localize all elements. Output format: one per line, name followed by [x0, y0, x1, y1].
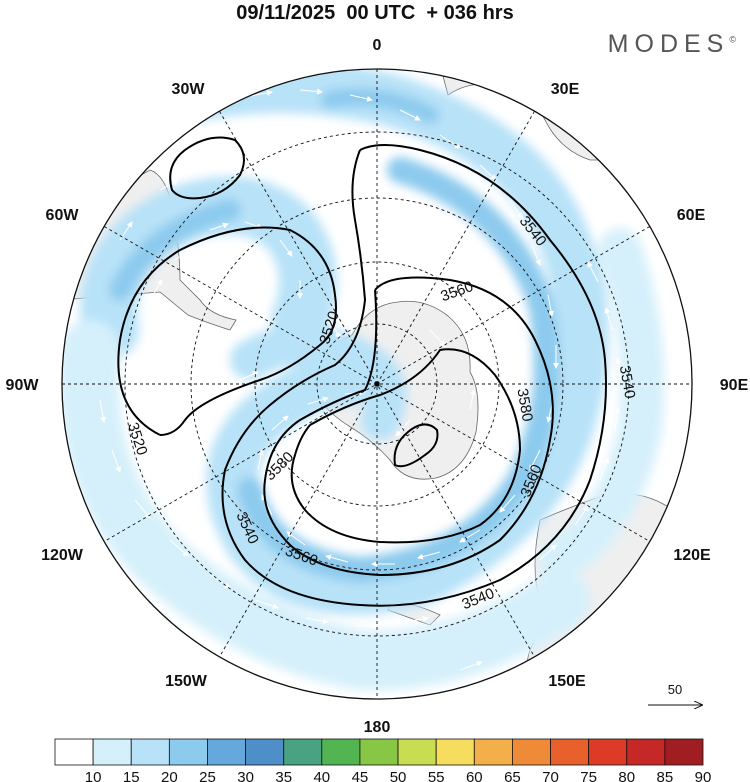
contour-label: 3580 — [513, 387, 536, 423]
colorbar-label: 35 — [275, 769, 292, 782]
colorbar-swatch — [359, 738, 399, 766]
map-boundary — [61, 68, 693, 700]
lon-label-180: 180 — [364, 719, 391, 736]
contour-3520-west — [117, 226, 337, 436]
colorbar-label: 55 — [428, 769, 445, 782]
contour-3580 — [290, 348, 522, 544]
colorbar-swatch — [550, 738, 590, 766]
colorbar-label: 20 — [161, 769, 178, 782]
lon-label-150e: 150E — [548, 673, 586, 690]
lon-label-120e: 120E — [673, 547, 711, 564]
colorbar-swatch — [168, 738, 208, 766]
wind-shading — [62, 69, 665, 691]
map-title: 09/11/2025 00 UTC + 036 hrs — [236, 2, 514, 24]
lon-label-120w: 120W — [41, 547, 84, 564]
colorbar-label: 25 — [199, 769, 216, 782]
lon-label-30e: 30E — [551, 81, 580, 98]
lon-label-30w: 30W — [172, 81, 206, 98]
contour-3560 — [263, 276, 554, 577]
contour-3520-cell — [169, 136, 245, 200]
brand-mark: © — [729, 34, 736, 45]
lon-label-0: 0 — [373, 37, 382, 54]
lon-label-90e: 90E — [720, 377, 749, 394]
colorbar-swatch — [664, 738, 704, 766]
lon-label-60w: 60W — [46, 207, 80, 224]
colorbar: 10 15 20 25 30 35 40 45 50 55 60 65 70 75 80 85 90 — [54, 738, 712, 782]
colorbar-swatch — [473, 738, 513, 766]
longitude-labels: 0 30E 60E 90E 120E 150E 180 150W 120W 90… — [6, 37, 749, 736]
colorbar-label: 45 — [352, 769, 369, 782]
colorbar-label: 10 — [85, 769, 102, 782]
colorbar-label: 15 — [123, 769, 140, 782]
colorbar-swatch — [92, 738, 132, 766]
lon-label-90w: 90W — [6, 377, 40, 394]
colorbar-swatch — [321, 738, 361, 766]
colorbar-swatch — [588, 738, 628, 766]
height-contours — [117, 136, 607, 607]
colorbar-label: 65 — [504, 769, 521, 782]
colorbar-swatch — [397, 738, 437, 766]
lon-label-150w: 150W — [165, 673, 208, 690]
colorbar-label: 70 — [542, 769, 559, 782]
colorbar-swatch — [435, 738, 475, 766]
lon-label-60e: 60E — [677, 207, 706, 224]
colorbar-swatch — [54, 738, 94, 766]
brand-name: MODES — [607, 30, 730, 58]
colorbar-swatch — [512, 738, 551, 766]
colorbar-swatch — [245, 738, 285, 766]
colorbar-label: 30 — [237, 769, 254, 782]
colorbar-label: 85 — [657, 769, 674, 782]
colorbar-label: 90 — [695, 769, 712, 782]
pole-marker — [374, 381, 380, 387]
colorbar-label: 80 — [618, 769, 635, 782]
reference-vector: 50 — [648, 682, 702, 705]
colorbar-label: 50 — [390, 769, 407, 782]
contour-label: 3540 — [616, 364, 639, 400]
contour-3580-inner — [393, 423, 439, 468]
contour-3540 — [221, 144, 607, 607]
colorbar-swatch — [207, 738, 246, 766]
colorbar-label: 60 — [466, 769, 483, 782]
colorbar-swatch — [130, 738, 170, 766]
reference-vector-label: 50 — [668, 682, 682, 697]
colorbar-label: 75 — [580, 769, 597, 782]
colorbar-swatch — [626, 738, 666, 766]
colorbar-swatch — [283, 738, 323, 766]
brand-logo: MODES© — [608, 30, 736, 59]
colorbar-label: 40 — [313, 769, 330, 782]
